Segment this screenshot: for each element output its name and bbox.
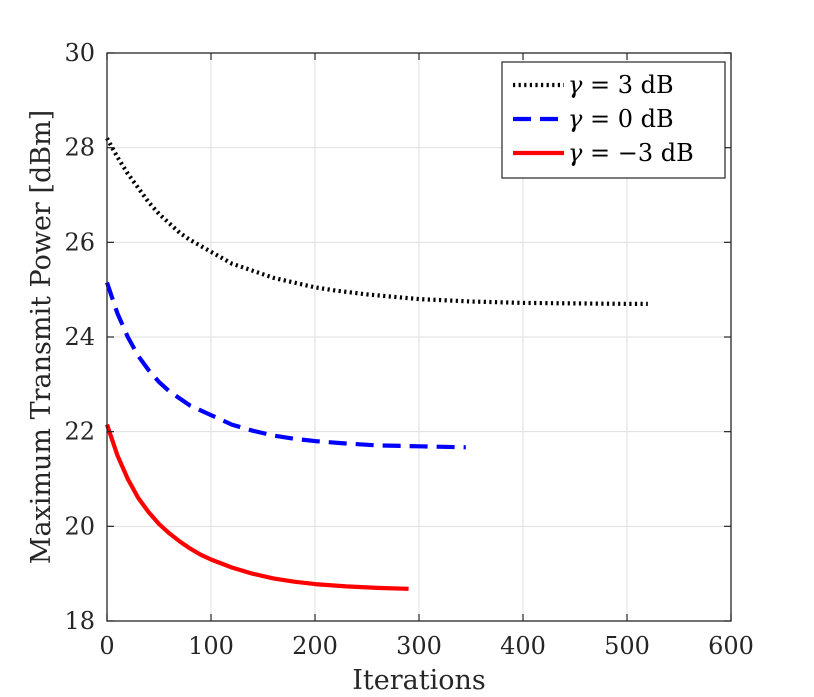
- legend-entry-value: = −3 dB: [582, 139, 693, 167]
- legend-entry-label: γ = 0 dB: [568, 105, 674, 133]
- x-axis-label: Iterations: [352, 665, 485, 696]
- x-tick-label: 400: [500, 632, 546, 660]
- legend-entry-value: = 3 dB: [582, 71, 673, 99]
- series-line-1: [105, 137, 648, 306]
- legend-entry-label: γ = −3 dB: [568, 139, 694, 167]
- tick-marks: [106, 52, 732, 622]
- legend-entry-symbol: γ: [568, 139, 583, 167]
- legend-entry-value: = 0 dB: [582, 105, 673, 133]
- y-tick-label: 28: [64, 134, 95, 162]
- legend: γ = 3 dBγ = 0 dBγ = −3 dB: [501, 61, 726, 179]
- legend-box: [501, 61, 726, 179]
- x-tick-label: 100: [188, 632, 234, 660]
- x-tick-label: 0: [99, 632, 114, 660]
- y-tick-labels: 18 20 22 24 26 28 30: [64, 39, 95, 635]
- y-tick-label: 30: [64, 39, 95, 67]
- y-axis-label: Maximum Transmit Power [dBm]: [26, 110, 57, 564]
- legend-entry-symbol: γ: [568, 105, 583, 133]
- y-tick-label: 18: [64, 607, 95, 635]
- x-tick-labels: 0 100 200 300 400 500 600: [99, 632, 754, 660]
- y-tick-label: 20: [64, 512, 95, 540]
- x-tick-label: 600: [708, 632, 754, 660]
- x-tick-label: 200: [292, 632, 338, 660]
- x-tick-label: 300: [396, 632, 442, 660]
- legend-entry-label: γ = 3 dB: [568, 71, 674, 99]
- y-tick-label: 26: [64, 228, 95, 256]
- legend-entry-symbol: γ: [568, 71, 583, 99]
- y-tick-label: 24: [64, 323, 95, 351]
- y-tick-label: 22: [64, 418, 95, 446]
- x-tick-label: 500: [604, 632, 650, 660]
- series-layer: [105, 137, 648, 591]
- series-line-3: [105, 423, 409, 591]
- series-line-2: [105, 281, 466, 450]
